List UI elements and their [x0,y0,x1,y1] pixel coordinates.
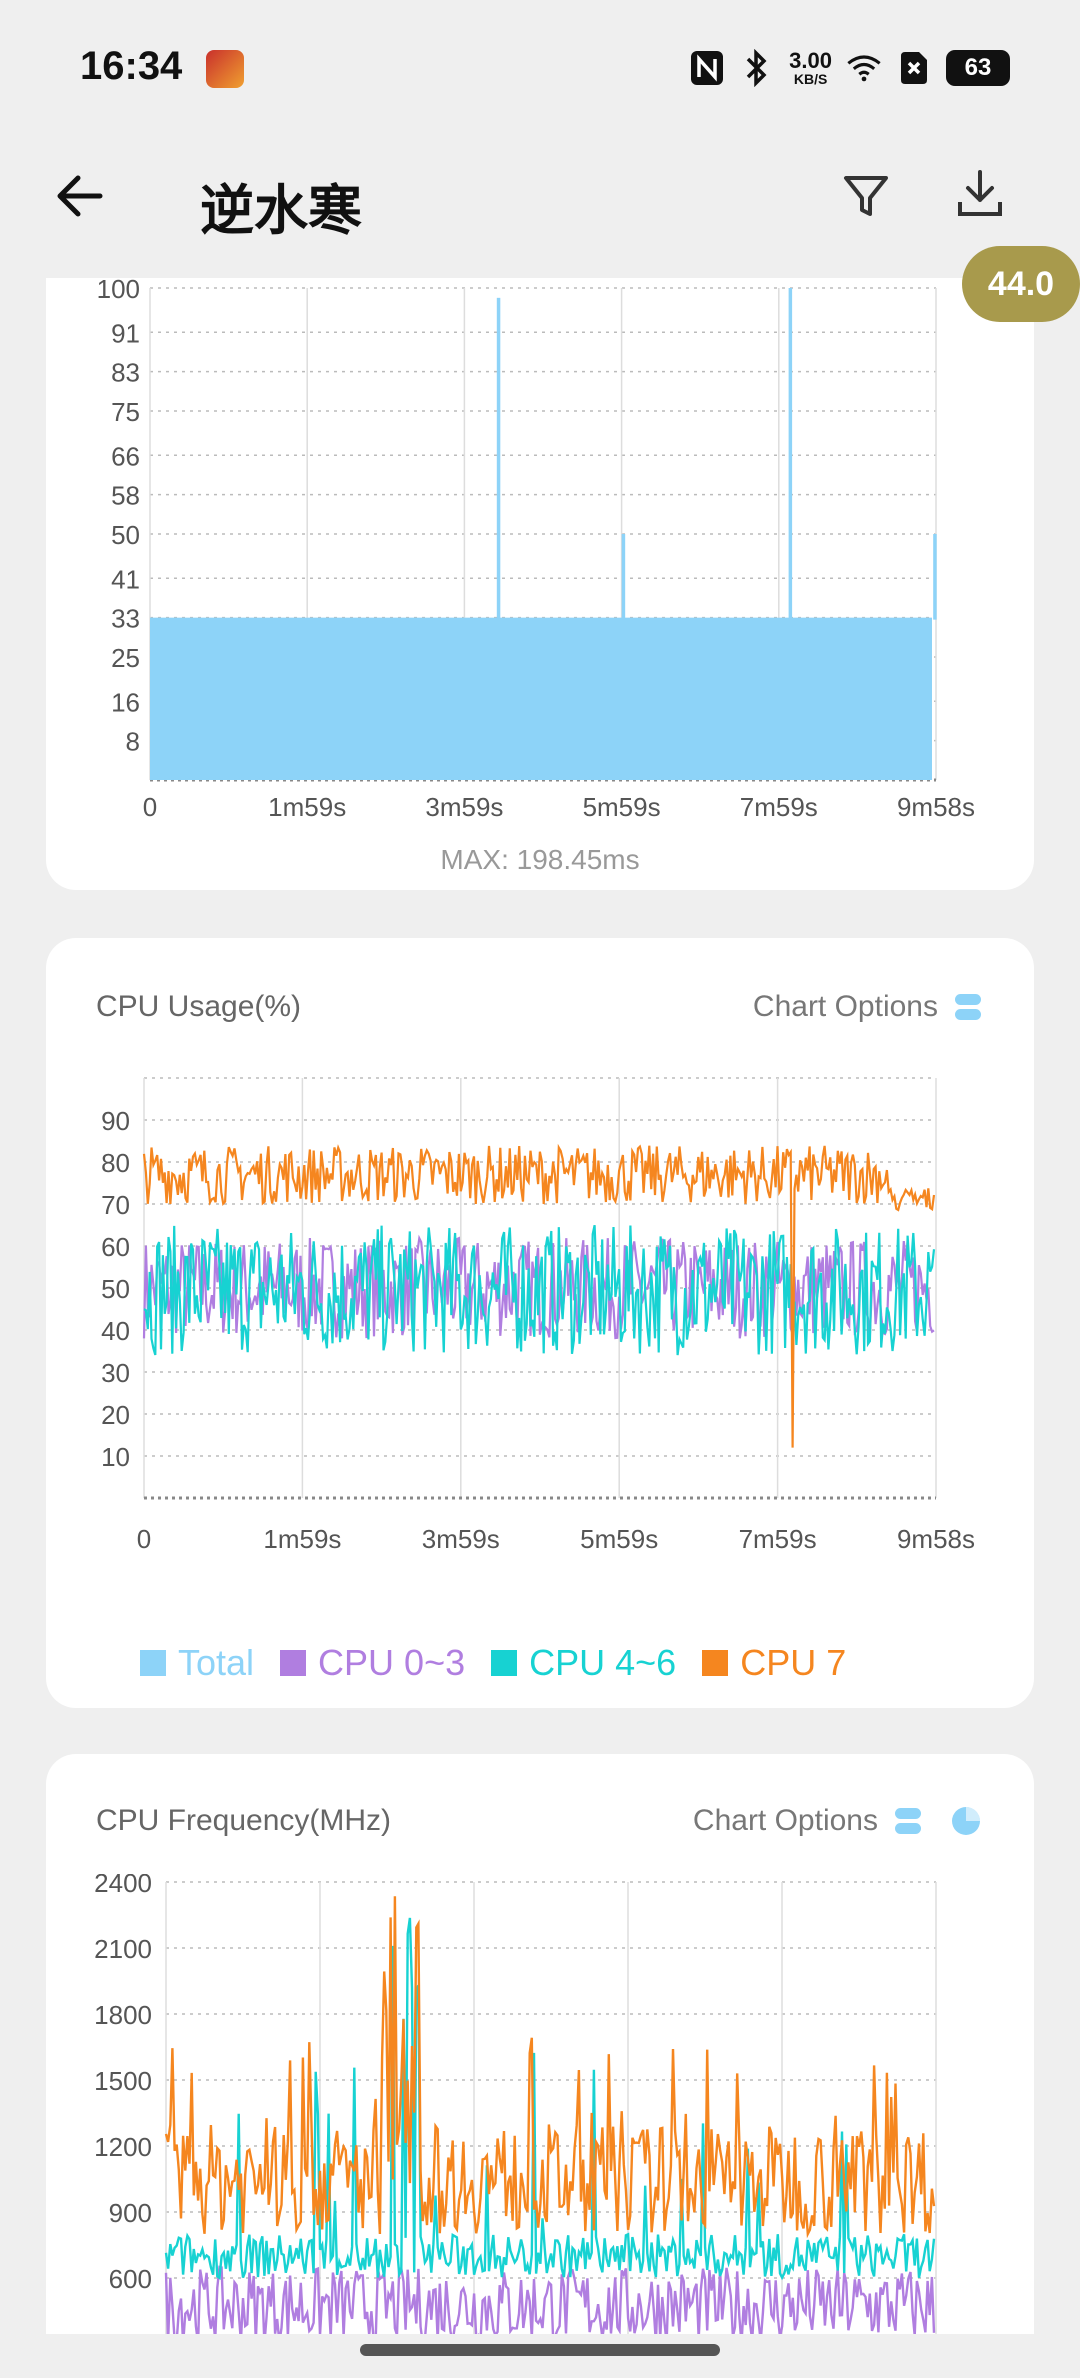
y-tick-label: 70 [101,1190,130,1220]
x-tick-label: 5m59s [580,1524,658,1554]
chart-options-label: Chart Options [752,990,938,1023]
cpu-usage-legend: Total CPU 0~3 CPU 4~6 CPU 7 [140,1642,846,1684]
chart-options-label: Chart Options [692,1804,878,1837]
pie-chart-icon[interactable] [950,1805,982,1837]
x-tick-label: 5m59s [583,792,661,822]
status-bar: 16:34 3.00 KB/S 63 [0,0,1080,140]
series-line-cpu7 [142,1143,936,1448]
y-tick-label: 91 [111,318,140,348]
cpu-usage-chart: 90 80 70 60 50 40 30 20 10 0 1m59s 3m59s 5m59s 7m59s 9… [101,1077,975,1554]
filter-icon[interactable] [838,168,894,224]
x-tick-label: 9m58s [897,792,975,822]
cpu-usage-card: CPU Usage(%) Chart Options 90 80 70 60 50 40 3… [46,938,1034,1708]
x-tick-label: 1m59s [263,1524,341,1554]
y-tick-label: 50 [101,1274,130,1304]
y-tick-label: 40 [101,1316,130,1346]
y-tick-label: 80 [101,1148,130,1178]
bluetooth-icon [739,49,775,87]
y-tick-label: 90 [101,1106,130,1136]
y-tick-label: 75 [111,397,140,427]
y-tick-label: 41 [111,564,140,594]
cpu-frequency-chart: 2400 2100 1800 1500 1200 900 600 [94,1874,937,2334]
y-tick-label: 20 [101,1400,130,1430]
layers-icon [895,1808,921,1834]
y-tick-label: 1800 [94,2000,152,2030]
frametime-spike [621,534,626,620]
y-tick-label: 600 [109,2264,152,2294]
status-icons: 3.00 KB/S 63 [689,46,1010,90]
y-tick-label: 8 [126,727,140,757]
series-line-cpu46 [143,1224,936,1356]
x-tick-label: 3m59s [425,792,503,822]
y-tick-label: 100 [97,278,140,304]
layers-icon [955,994,981,1020]
legend-cpu7[interactable]: CPU 7 [702,1642,846,1684]
status-time: 16:34 [80,44,183,88]
frametime-area [150,617,932,780]
y-tick-label: 900 [109,2198,152,2228]
y-tick-label: 16 [111,687,140,717]
y-tick-label: 58 [111,481,140,511]
y-tick-label: 30 [101,1358,130,1388]
game-app-icon [206,50,244,88]
cpu-frequency-title: CPU Frequency(MHz) [96,1804,392,1837]
frametime-chart: 100 91 83 75 66 58 50 41 33 25 16 8 0 1m59s 3m59s 5m59s… [97,278,975,822]
app-bar: 逆水寒 [0,140,1080,276]
y-tick-label: 66 [111,441,140,471]
x-tick-label: 3m59s [422,1524,500,1554]
nfc-icon [689,50,725,86]
legend-cpu4-6[interactable]: CPU 4~6 [491,1642,676,1684]
y-tick-label: 10 [101,1442,130,1472]
freq-series-line-cpu03 [164,2265,936,2334]
x-tick-label: 0 [137,1524,151,1554]
frametime-spike [788,288,793,620]
y-tick-label: 33 [111,604,140,634]
download-icon[interactable] [952,166,1008,222]
y-tick-label: 25 [111,643,140,673]
chart-options-button[interactable]: Chart Options [753,990,982,1024]
cpu-frequency-card: CPU Frequency(MHz) Chart Options 2400 210… [46,1754,1034,2334]
legend-total[interactable]: Total [140,1642,254,1684]
network-speed: 3.00 KB/S [789,48,832,87]
max-frametime-label: MAX: 198.45ms [440,844,640,875]
y-tick-label: 2100 [94,1934,152,1964]
back-arrow-icon[interactable] [50,166,110,226]
y-tick-label: 83 [111,358,140,388]
x-tick-label: 9m58s [897,1524,975,1554]
frametime-spike [933,534,937,620]
y-tick-label: 1500 [94,2066,152,2096]
page-title: 逆水寒 [200,181,362,241]
y-tick-label: 60 [101,1232,130,1262]
legend-cpu0-3[interactable]: CPU 0~3 [280,1642,465,1684]
x-tick-label: 7m59s [739,1524,817,1554]
chart-options-button-freq[interactable]: Chart Options [693,1804,982,1838]
y-tick-label: 1200 [94,2132,152,2162]
y-tick-label: 2400 [94,1874,152,1898]
home-indicator[interactable] [360,2344,720,2356]
wifi-icon [846,50,882,86]
floating-fps-badge[interactable]: 44.0 [962,246,1080,322]
frametime-spike [496,297,501,620]
freq-series-line-cpu46 [164,1917,936,2281]
x-tick-label: 7m59s [740,792,818,822]
x-tick-label: 0 [143,792,157,822]
freq-series-line-cpu7 [164,1896,936,2239]
battery-indicator: 63 [946,50,1010,86]
x-tick-label: 1m59s [268,792,346,822]
sim-disabled-icon [896,50,932,86]
frametime-chart-card: 100 91 83 75 66 58 50 41 33 25 16 8 0 1m59s 3m59s 5m59s… [46,278,1034,890]
cpu-usage-title: CPU Usage(%) [96,990,302,1023]
y-tick-label: 50 [111,520,140,550]
